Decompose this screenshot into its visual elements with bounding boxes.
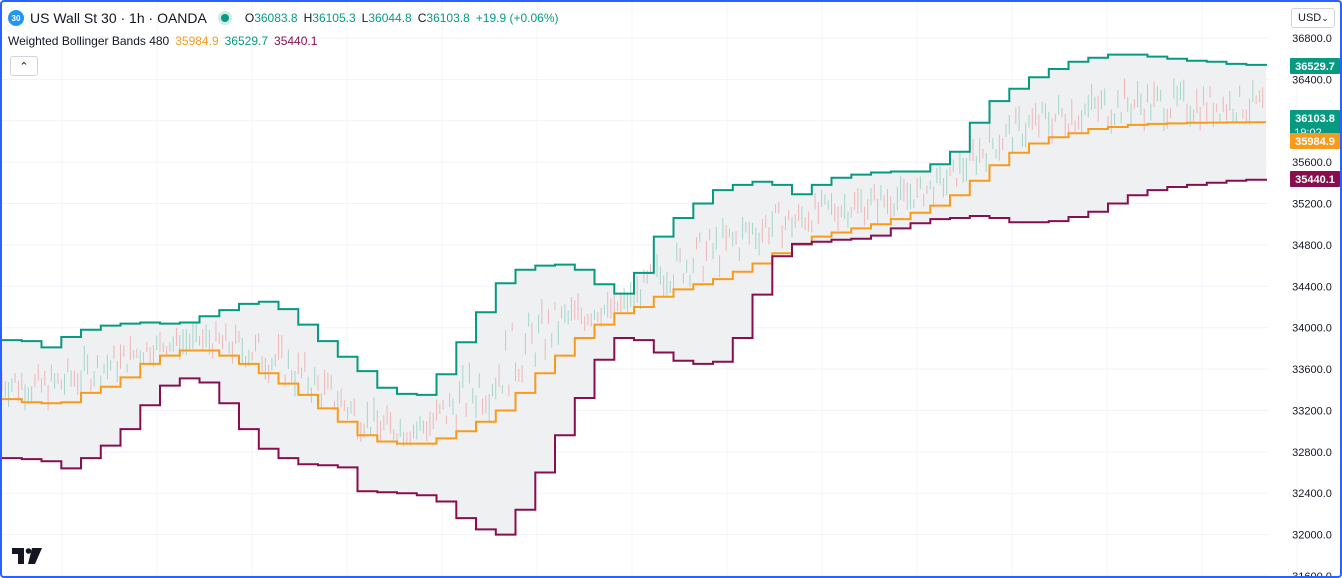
y-tick-label: 34000.0	[1292, 323, 1332, 335]
indicator-upper-value: 36529.7	[224, 34, 269, 48]
series-line-upper	[2, 53, 1267, 396]
indicator-basis-value: 35984.9	[175, 34, 219, 48]
tradingview-logo-icon	[12, 548, 42, 564]
y-tick-label: 32800.0	[1292, 447, 1332, 459]
symbol-badge[interactable]: 30	[8, 10, 24, 26]
y-tick-label: 33200.0	[1292, 405, 1332, 417]
open-value: O36083.8	[244, 11, 298, 25]
price-tag	[1290, 110, 1340, 140]
price-tag	[1290, 133, 1340, 149]
chevron-down-icon: ⌄	[1321, 12, 1329, 23]
high-value: H36105.3	[303, 11, 356, 25]
price-tag-label: 36103.8	[1295, 113, 1335, 125]
price-tag-label: 35984.9	[1295, 136, 1335, 148]
y-tick-label: 34400.0	[1292, 281, 1332, 293]
tradingview-logo[interactable]	[12, 548, 42, 569]
y-tick-label: 36400.0	[1292, 74, 1332, 86]
currency-label: USD	[1298, 12, 1322, 24]
price-tag-label: 36529.7	[1295, 61, 1335, 73]
indicator-legend[interactable]: Weighted Bollinger Bands 480 35984.9 365…	[8, 34, 317, 48]
chevron-up-icon: ⌃	[19, 60, 29, 73]
symbol-header: 30 US Wall St 30 · 1h · OANDA O36083.8 H…	[8, 8, 559, 28]
price-tag	[1290, 171, 1340, 187]
change-value: +19.9 (+0.06%)	[475, 11, 559, 25]
y-tick-label: 32400.0	[1292, 488, 1332, 500]
symbol-title[interactable]: US Wall St 30 · 1h · OANDA	[30, 10, 207, 26]
market-status-icon	[220, 14, 229, 22]
grid-layer	[2, 2, 1298, 576]
y-tick-label: 34800.0	[1292, 240, 1332, 252]
y-tick-label: 33600.0	[1292, 364, 1332, 376]
price-axis: 36800.036400.036000.035600.035200.034800…	[1292, 33, 1332, 576]
series-line-basis	[2, 121, 1266, 445]
currency-selector[interactable]: USD ⌄	[1291, 8, 1335, 28]
series-line-layer	[2, 53, 1267, 536]
close-value: C36103.8	[417, 11, 470, 25]
y-tick-label: 35600.0	[1292, 157, 1332, 169]
low-value: L36044.8	[361, 11, 412, 25]
price-tag-label: 35440.1	[1295, 174, 1335, 186]
y-tick-label: 32000.0	[1292, 530, 1332, 542]
y-tick-label: 36800.0	[1292, 33, 1332, 45]
indicator-name[interactable]: Weighted Bollinger Bands 480	[8, 34, 170, 48]
price-tag	[1290, 58, 1340, 74]
series-line-lower	[2, 178, 1267, 536]
y-tick-label: 31600.0	[1292, 571, 1332, 576]
ohlc-values: O36083.8 H36105.3 L36044.8 C36103.8 +19.…	[245, 11, 559, 25]
y-tick-label: 35200.0	[1292, 199, 1332, 211]
indicator-lower-value: 35440.1	[274, 34, 318, 48]
collapse-legend-button[interactable]: ⌃	[10, 56, 38, 76]
